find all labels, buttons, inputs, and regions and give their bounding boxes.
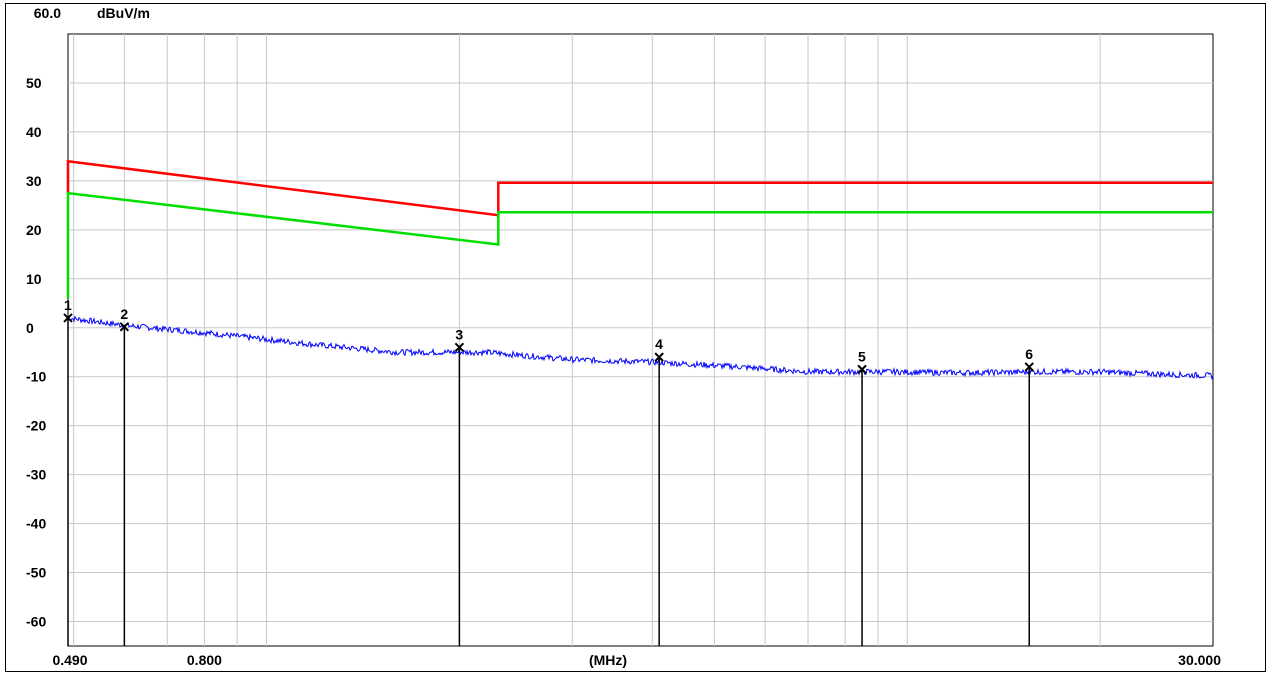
marker-layer: 1 2 3 4 5 6 [63, 297, 1034, 646]
y-tick-label: -60 [26, 614, 46, 630]
series-layer [66, 159, 1214, 381]
chart-frame: 60.0 dBuV/m 50 40 30 20 10 0 -10 -20 -30 -40 -50 -6… [5, 3, 1266, 672]
y-tick-label: 10 [26, 271, 42, 287]
series-line-2 [66, 191, 1213, 299]
marker-1-cross [63, 313, 73, 323]
marker-3-cross [454, 342, 465, 353]
y-tick-label: 40 [26, 124, 42, 140]
marker-6-label: 6 [1025, 346, 1033, 362]
y-top-label: 60.0 [34, 5, 61, 21]
marker-5-label: 5 [858, 348, 866, 364]
marker-2-cross [119, 322, 130, 332]
y-tick-label: -40 [26, 516, 46, 532]
y-unit-label: dBuV/m [97, 5, 150, 21]
marker-6-cross [1024, 362, 1034, 372]
y-tick-label: -20 [26, 418, 46, 434]
emission-chart: 60.0 dBuV/m 50 40 30 20 10 0 -10 -20 -30 -40 -50 -6… [26, 5, 1221, 668]
x-tick-label: 0.490 [52, 652, 87, 668]
y-tick-label: 30 [26, 173, 42, 189]
y-tick-label: 0 [26, 320, 34, 336]
x-tick-labels: 0.490 0.800 30.000 [52, 652, 1221, 668]
marker-4-label: 4 [655, 336, 663, 352]
y-tick-label: -30 [26, 467, 46, 483]
x-tick-label: 30.000 [1178, 652, 1221, 668]
y-tick-label: 50 [26, 75, 42, 91]
series-line-3 [67, 315, 1214, 381]
marker-3-label: 3 [455, 326, 463, 342]
x-axis-label: (MHz) [589, 652, 627, 668]
y-tick-label: -50 [26, 565, 46, 581]
marker-1-label: 1 [64, 297, 72, 313]
marker-5-cross [857, 364, 867, 375]
x-tick-label: 0.800 [187, 652, 222, 668]
marker-4-cross [654, 352, 664, 362]
marker-2-label: 2 [120, 306, 128, 322]
y-tick-label: -10 [26, 369, 46, 385]
y-tick-labels: 50 40 30 20 10 0 -10 -20 -30 -40 -50 -60 [26, 75, 46, 630]
plot-area [67, 33, 1214, 647]
y-tick-label: 20 [26, 222, 42, 238]
